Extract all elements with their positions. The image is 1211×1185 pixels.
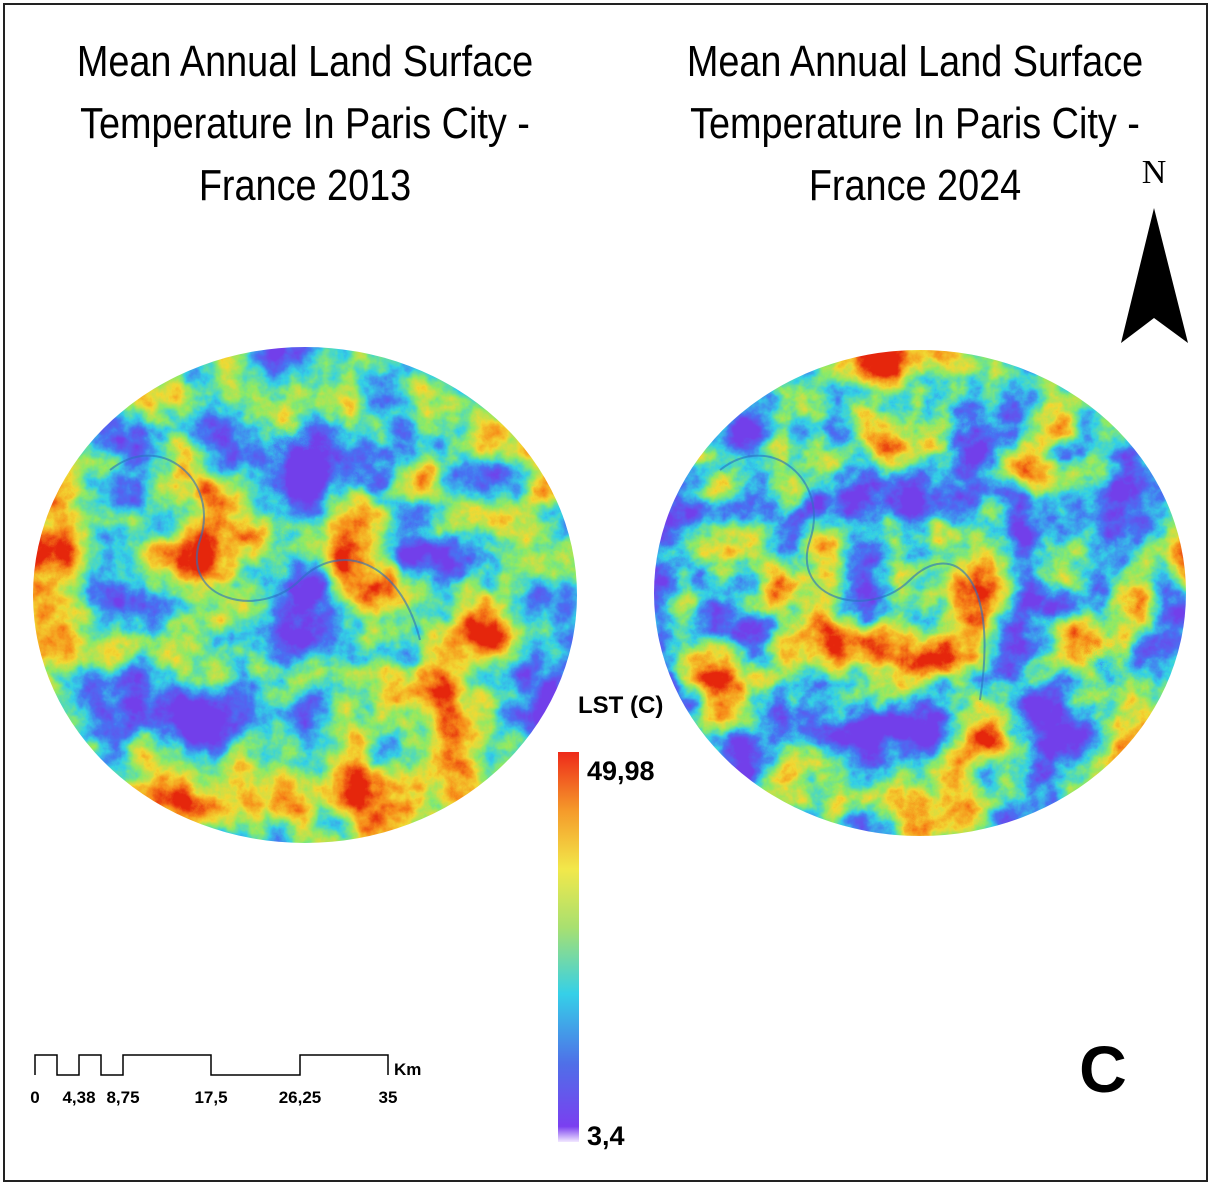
scale-label: 4,38 [62, 1088, 95, 1107]
title-line: France 2013 [199, 160, 411, 209]
title-line: Mean Annual Land Surface [687, 36, 1143, 85]
legend-max: 49,98 [587, 756, 655, 786]
scale-label: 8,75 [106, 1088, 139, 1107]
scale-label: 0 [30, 1088, 39, 1107]
scale-label: 35 [379, 1088, 398, 1107]
scale-label: 26,25 [279, 1088, 322, 1107]
figure: Mean Annual Land Surface Temperature In … [0, 0, 1211, 1185]
title-line: Mean Annual Land Surface [77, 36, 533, 85]
legend-ramp [558, 752, 579, 1142]
title-line: Temperature In Paris City - [80, 98, 530, 147]
north-label: N [1142, 154, 1167, 191]
panel-letter: C [1079, 1032, 1127, 1106]
title-line: Temperature In Paris City - [690, 98, 1140, 147]
lst-map-2013 [30, 345, 580, 845]
title-line: France 2024 [809, 160, 1021, 209]
scale-unit: Km [394, 1060, 421, 1079]
legend-title: LST (C) [578, 692, 663, 719]
legend-min: 3,4 [587, 1121, 625, 1151]
scale-label: 17,5 [194, 1088, 227, 1107]
